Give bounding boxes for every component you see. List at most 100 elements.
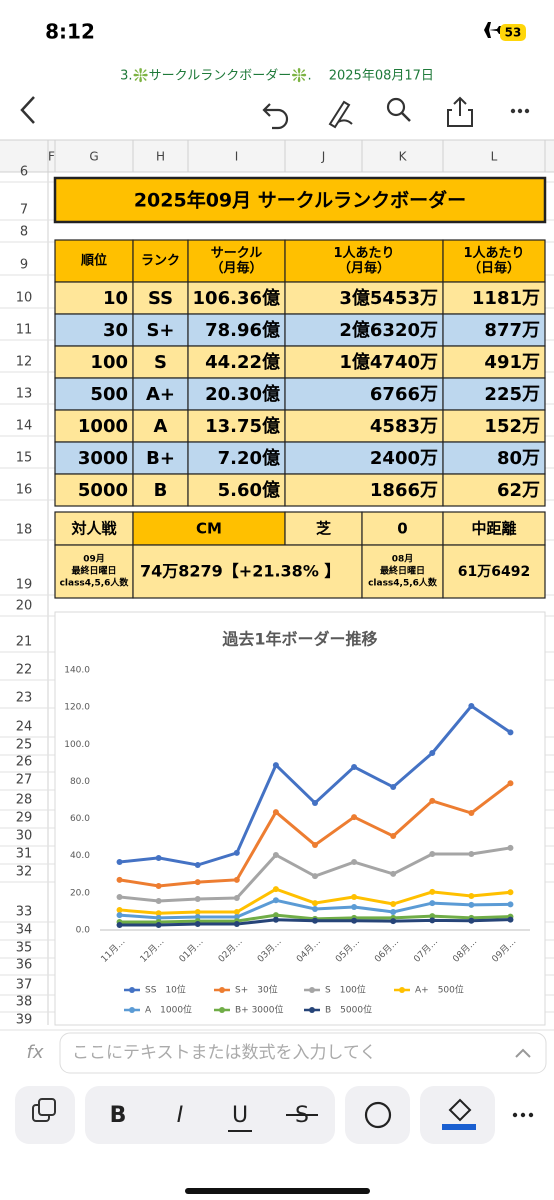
table-header: （日毎） bbox=[468, 260, 520, 276]
point bbox=[351, 917, 358, 924]
format-button[interactable]: S bbox=[295, 1103, 309, 1128]
point bbox=[116, 906, 123, 913]
fill-icon bbox=[448, 1098, 472, 1122]
cell bbox=[53, 176, 547, 224]
y-tick-label: 80.0 bbox=[70, 777, 90, 787]
count-value: 61万6492 bbox=[458, 564, 530, 580]
point bbox=[272, 897, 279, 904]
row-number: 39 bbox=[16, 1013, 33, 1028]
table-cell: 30 bbox=[103, 320, 128, 341]
cell bbox=[54, 313, 134, 347]
legend-marker bbox=[219, 1007, 225, 1013]
cell bbox=[442, 544, 546, 599]
table-cell: S+ bbox=[146, 320, 174, 341]
row-number: 19 bbox=[16, 578, 33, 593]
chart-title: 過去1年ボーダー推移 bbox=[221, 630, 377, 649]
table-header: ランク bbox=[141, 254, 180, 269]
info-cell: 0 bbox=[397, 520, 407, 538]
cell bbox=[361, 511, 444, 546]
count-label: class4,5,6人数 bbox=[368, 577, 438, 589]
count-value: 74万8279【+21.38% 】 bbox=[140, 562, 340, 581]
point bbox=[116, 893, 123, 900]
cell bbox=[187, 441, 286, 475]
format-button[interactable]: U bbox=[232, 1103, 248, 1128]
share-button[interactable] bbox=[447, 96, 473, 127]
back-button[interactable] bbox=[20, 96, 35, 124]
info-cell: CM bbox=[196, 520, 222, 538]
format-button[interactable]: I bbox=[177, 1103, 184, 1128]
cell bbox=[284, 239, 444, 283]
table-cell: 1181万 bbox=[472, 288, 540, 309]
row-number: 11 bbox=[16, 323, 33, 338]
y-tick-label: 0.0 bbox=[76, 926, 91, 936]
cell bbox=[284, 409, 444, 443]
cell bbox=[442, 377, 546, 411]
legend-marker bbox=[219, 987, 225, 993]
cell bbox=[132, 511, 286, 546]
table-cell: 100 bbox=[90, 352, 128, 373]
point bbox=[468, 810, 475, 816]
point bbox=[312, 917, 318, 924]
point bbox=[429, 797, 436, 804]
point bbox=[233, 895, 240, 902]
legend-marker bbox=[399, 987, 405, 993]
point bbox=[429, 913, 436, 920]
fill-button[interactable] bbox=[420, 1086, 495, 1144]
table-cell: 78.96億 bbox=[205, 319, 280, 341]
point bbox=[194, 895, 201, 902]
row-number: 7 bbox=[20, 203, 28, 218]
point bbox=[312, 799, 318, 806]
table-title: 2025年09月 サークルランクボーダー bbox=[134, 189, 466, 212]
point bbox=[468, 901, 475, 908]
y-tick-label: 140.0 bbox=[64, 666, 90, 676]
row-number: 18 bbox=[16, 523, 33, 538]
cell bbox=[442, 345, 546, 379]
row-number: 38 bbox=[16, 995, 33, 1010]
cell bbox=[54, 377, 134, 411]
point bbox=[351, 903, 358, 910]
count-label: 08月 bbox=[392, 554, 414, 565]
table-cell: 491万 bbox=[484, 352, 540, 373]
draw-button[interactable] bbox=[328, 100, 353, 129]
point bbox=[272, 886, 279, 893]
table-cell: 4583万 bbox=[370, 416, 438, 437]
info-cell: 対人戦 bbox=[70, 520, 117, 538]
cell bbox=[187, 409, 286, 443]
legend-label: A+ 500位 bbox=[415, 984, 464, 996]
table-cell: 2億6320万 bbox=[339, 319, 438, 341]
point bbox=[468, 893, 475, 900]
more-button[interactable] bbox=[512, 1112, 534, 1118]
cell bbox=[187, 239, 286, 283]
table-cell: 80万 bbox=[497, 448, 540, 469]
table-cell: 3億5453万 bbox=[339, 287, 438, 309]
formula-input[interactable] bbox=[59, 1032, 547, 1074]
table-cell: 5.60億 bbox=[218, 479, 280, 501]
expand-button[interactable] bbox=[515, 1048, 531, 1058]
format-button[interactable]: B bbox=[110, 1103, 127, 1128]
row-number: 28 bbox=[16, 793, 33, 808]
formula-placeholder: ここにテキストまたは数式を入力してく bbox=[72, 1043, 376, 1063]
more-button[interactable] bbox=[510, 108, 530, 114]
cell bbox=[187, 345, 286, 379]
row-number: 20 bbox=[16, 599, 33, 614]
row-number: 25 bbox=[16, 738, 33, 753]
point bbox=[312, 900, 318, 907]
legend-marker bbox=[309, 1007, 315, 1013]
search-button[interactable] bbox=[386, 97, 406, 117]
point bbox=[233, 908, 240, 915]
y-tick-label: 120.0 bbox=[64, 703, 90, 713]
table-cell: 44.22億 bbox=[205, 351, 280, 373]
cell bbox=[54, 281, 134, 315]
row-number: 36 bbox=[16, 958, 33, 973]
pen-button[interactable] bbox=[345, 1086, 410, 1144]
format-group bbox=[85, 1086, 335, 1144]
undo-button[interactable] bbox=[262, 103, 289, 130]
legend-label: S+ 30位 bbox=[235, 984, 278, 996]
status-time: 8:12 bbox=[45, 20, 95, 44]
row-number: 34 bbox=[16, 923, 33, 938]
row-number: 31 bbox=[16, 847, 33, 862]
point bbox=[272, 762, 279, 769]
row-number: 27 bbox=[16, 773, 33, 788]
cell bbox=[132, 544, 363, 599]
